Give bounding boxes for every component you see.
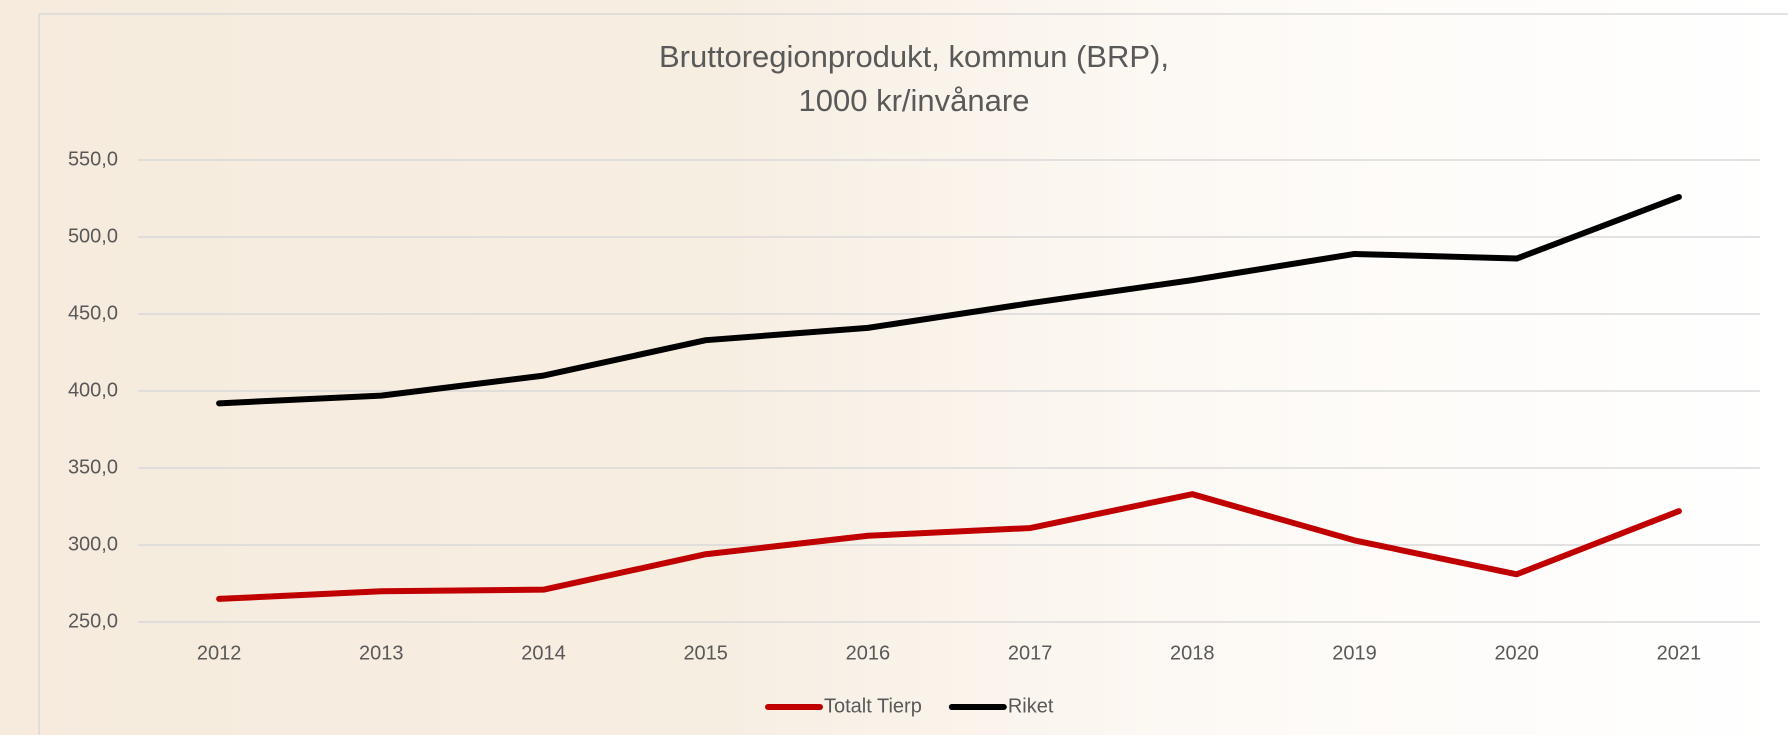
chart-title: Bruttoregionprodukt, kommun (BRP), xyxy=(659,39,1169,74)
y-tick-label: 450,0 xyxy=(68,302,118,324)
y-tick-label: 300,0 xyxy=(68,533,118,555)
x-tick-label: 2013 xyxy=(359,642,404,664)
x-tick-label: 2015 xyxy=(683,642,728,664)
chart-title: 1000 kr/invånare xyxy=(799,83,1030,118)
page: {"chart_data": {"type": "line", "title":… xyxy=(0,0,1788,735)
chart-frame xyxy=(39,14,1788,735)
x-tick-label: 2012 xyxy=(197,642,242,664)
data-line xyxy=(219,494,1679,599)
chart: Bruttoregionprodukt, kommun (BRP), 1000 … xyxy=(0,0,1788,735)
x-tick-label: 2017 xyxy=(1008,642,1053,664)
x-tick-label: 2014 xyxy=(521,642,566,664)
x-tick-label: 2018 xyxy=(1170,642,1215,664)
x-tick-label: 2020 xyxy=(1494,642,1539,664)
y-tick-label: 250,0 xyxy=(68,610,118,632)
y-tick-label: 350,0 xyxy=(68,456,118,478)
y-tick-label: 550,0 xyxy=(68,148,118,170)
y-tick-label: 400,0 xyxy=(68,379,118,401)
data-line xyxy=(219,197,1679,403)
x-tick-label: 2021 xyxy=(1657,642,1702,664)
x-tick-label: 2016 xyxy=(846,642,891,664)
x-tick-label: 2019 xyxy=(1332,642,1377,664)
legend-label: Totalt Tierp xyxy=(824,695,922,717)
legend-label: Riket xyxy=(1008,695,1054,717)
y-tick-label: 500,0 xyxy=(68,225,118,247)
